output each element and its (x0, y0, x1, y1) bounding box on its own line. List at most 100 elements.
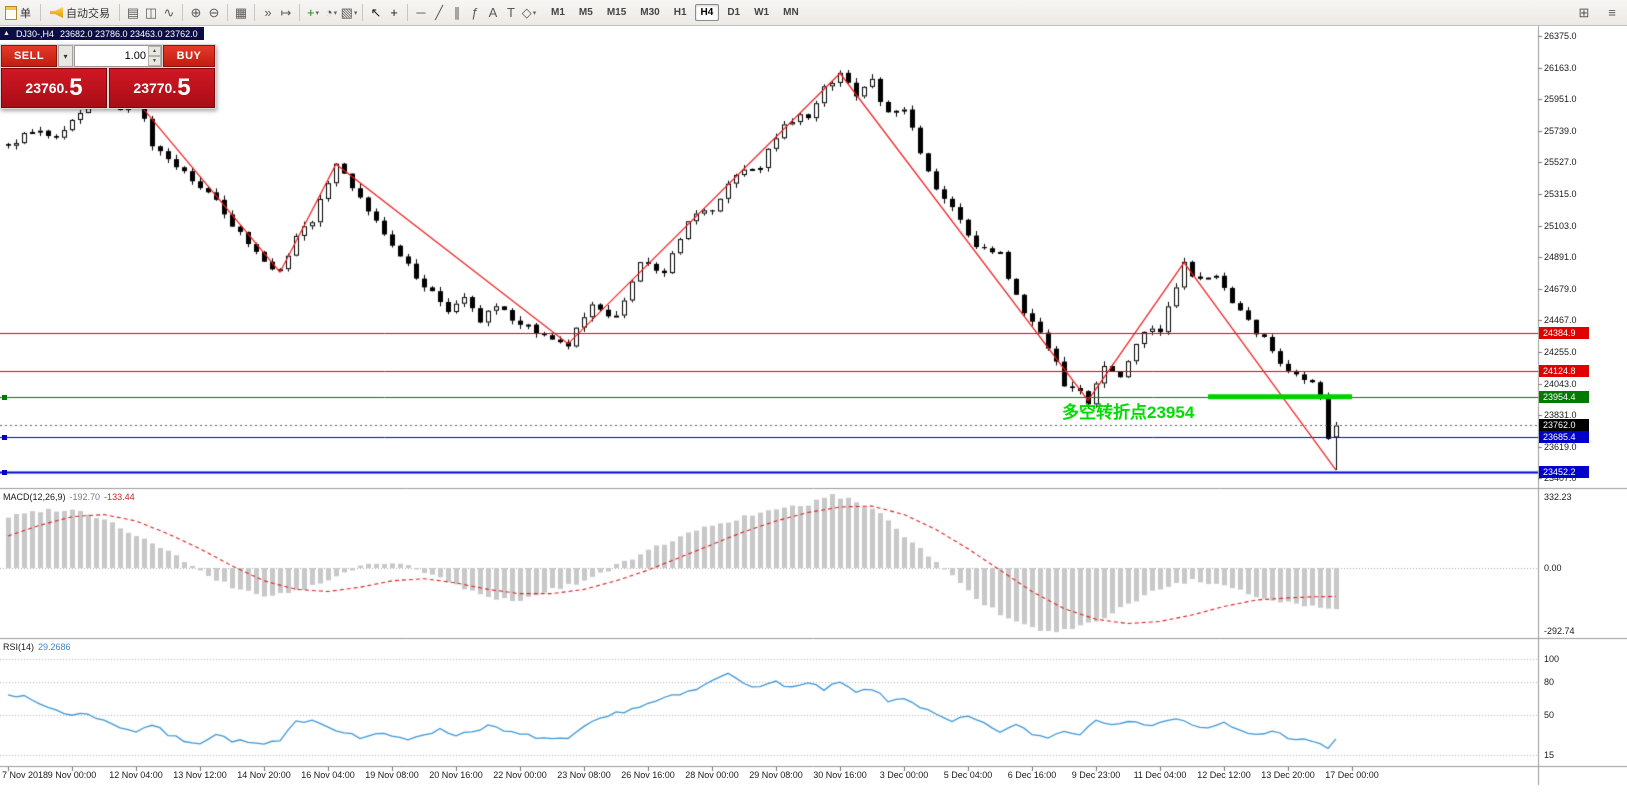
macd-scale-label: -292.74 (1544, 625, 1575, 636)
fibonacci-tool-icon[interactable]: ƒ (471, 5, 479, 20)
volume-input-wrap: ▲▼ (74, 45, 162, 67)
tf-button-H1[interactable]: H1 (673, 7, 687, 18)
new-order-button[interactable]: 单 (0, 3, 36, 23)
line-chart-icon[interactable]: ∿ (163, 4, 175, 20)
hline-tool-icon[interactable]: ─ (416, 5, 426, 20)
volume-spinner[interactable]: ▲ ▼ (148, 46, 161, 66)
chart-shift-icon[interactable]: ↦ (280, 4, 292, 20)
spin-up-icon[interactable]: ▲ (148, 46, 161, 56)
price-axis-label: 24043.0 (1544, 378, 1577, 389)
candlestick-chart-icon[interactable]: ◫ (144, 4, 158, 20)
price-axis-label: 24467.0 (1544, 315, 1577, 326)
auto-trading-button[interactable]: 自动交易 (45, 3, 115, 23)
tf-button-MN[interactable]: MN (783, 7, 799, 18)
templates-icon[interactable]: ▧ ▾ (340, 4, 358, 20)
time-axis-label: 23 Nov 08:00 (557, 770, 611, 780)
buy-price-big-digit: 5 (177, 74, 191, 101)
text-tool-icon[interactable]: A (488, 5, 498, 20)
tile-windows-icon[interactable]: ▦ (234, 4, 248, 20)
macd-scale-label: 332.23 (1544, 492, 1572, 502)
price-axis-label: 24679.0 (1544, 283, 1577, 294)
trade-prices-row: 23760. 5 23770. 5 (1, 68, 215, 108)
price-axis-label: 23831.0 (1544, 410, 1577, 421)
tf-button-W1[interactable]: W1 (754, 7, 770, 18)
toolbar-separator (40, 4, 41, 21)
time-axis-label: 13 Dec 20:00 (1261, 770, 1315, 780)
order-type-dropdown[interactable]: ▾ (58, 45, 73, 67)
periods-icon[interactable]: ◔ ▾ (324, 5, 338, 20)
rsi-value: 29.2686 (38, 642, 71, 652)
indicators-add-icon[interactable]: + ▾ (306, 5, 320, 20)
sell-price-big-digit: 5 (69, 74, 83, 101)
tf-button-H4[interactable]: H4 (694, 4, 720, 21)
time-axis-label: 9 Dec 23:00 (1071, 770, 1121, 780)
channel-tool-icon[interactable]: ∥ (453, 4, 461, 20)
tf-button-D1[interactable]: D1 (727, 7, 741, 18)
toolbar-separator (407, 4, 408, 21)
list-icon[interactable]: ≡ (1608, 5, 1616, 20)
line-handle[interactable] (2, 394, 7, 400)
price-tag: 24124.8 (1539, 365, 1589, 378)
chart-info-strip: ▲ DJ30-,H4 23682.0 23786.0 23463.0 23762… (0, 27, 204, 40)
price-axis-label: 25527.0 (1544, 157, 1577, 168)
rsi-indicator-label: RSI(14) 29.2686 (3, 642, 71, 652)
auto-scroll-icon[interactable]: » (264, 5, 272, 20)
price-tag: 23685.4 (1539, 430, 1589, 443)
trendline-tool-icon[interactable]: ╱ (435, 4, 443, 20)
price-tag: 23452.2 (1539, 465, 1589, 478)
toolbar-icon-group: ▤ ◫ ∿ ⊕ ⊖ ▦ » ↦ + ▾ ◔ ▾ ▧ ▾ ↖ + ─ ╱ ∥ ƒ A T ◇ ▾ (124, 3, 538, 23)
timeframe-switcher: M1 M5 M15 M30 H1 H4 D1 W1 MN (544, 4, 806, 21)
label-tool-icon[interactable]: T (507, 5, 515, 20)
toolbar-separator (227, 4, 228, 21)
price-axis-label: 25315.0 (1544, 189, 1577, 199)
new-order-icon (5, 5, 17, 20)
shapes-tool-icon[interactable]: ◇ ▾ (521, 4, 537, 20)
spin-down-icon[interactable]: ▼ (148, 56, 161, 66)
macd-value-signal: -133.44 (104, 492, 135, 502)
cursor-icon[interactable]: ↖ (370, 4, 382, 20)
chevron-down-icon[interactable]: ▾ (333, 9, 338, 17)
price-axis-label: 24255.0 (1544, 347, 1577, 357)
time-axis-label: 28 Nov 00:00 (685, 770, 739, 780)
macd-name: MACD(12,26,9) (3, 492, 66, 502)
tf-button-M5[interactable]: M5 (578, 7, 593, 18)
buy-price-main: 23770. (133, 80, 177, 96)
buy-button[interactable]: BUY (163, 45, 215, 67)
price-tag: 23954.4 (1539, 390, 1589, 403)
symbol-period-label: DJ30-,H4 (15, 28, 54, 39)
volume-input[interactable] (75, 46, 148, 66)
price-axis-label: 25951.0 (1544, 94, 1577, 105)
zoom-out-icon[interactable]: ⊖ (208, 4, 220, 20)
time-axis-label: 29 Nov 08:00 (749, 770, 803, 780)
sell-price-display[interactable]: 23760. 5 (1, 68, 107, 108)
macd-indicator-label: MACD(12,26,9) -192.70 -133.44 (3, 492, 135, 502)
price-axis-label: 25739.0 (1544, 125, 1577, 136)
tf-button-M1[interactable]: M1 (551, 7, 565, 18)
time-axis-label: 26 Nov 16:00 (621, 770, 675, 780)
tf-button-M15[interactable]: M15 (606, 7, 627, 18)
chevron-down-icon[interactable]: ▾ (532, 9, 537, 17)
line-handle[interactable] (2, 469, 7, 475)
toolbar-separator (182, 4, 183, 21)
new-order-label: 单 (20, 7, 31, 20)
zoom-in-icon[interactable]: ⊕ (190, 4, 202, 20)
time-axis-label: 16 Nov 04:00 (301, 770, 355, 780)
rsi-name: RSI(14) (3, 642, 35, 652)
price-axis-label: 23407.0 (1544, 473, 1577, 484)
crosshair-icon[interactable]: + (390, 5, 398, 20)
rsi-level-label: 80 (1544, 676, 1555, 687)
chevron-down-icon[interactable]: ▾ (353, 9, 358, 17)
buy-price-display[interactable]: 23770. 5 (109, 68, 215, 108)
price-axis-label: 24891.0 (1544, 252, 1577, 263)
chevron-down-icon[interactable]: ▾ (315, 9, 320, 17)
zoom-box-icon[interactable]: ⊞ (1578, 4, 1590, 20)
tf-button-M30[interactable]: M30 (640, 7, 660, 18)
line-handle[interactable] (2, 434, 7, 440)
auto-trading-label: 自动交易 (66, 7, 110, 20)
time-axis-label: 5 Dec 04:00 (943, 770, 993, 780)
one-click-trading-panel: SELL ▾ ▲▼ BUY 23760.5 23770.5 (0, 44, 216, 109)
price-axis-label: 26375.0 (1544, 31, 1577, 41)
bar-chart-icon[interactable]: ▤ (126, 4, 140, 20)
sell-button[interactable]: SELL (1, 45, 57, 67)
